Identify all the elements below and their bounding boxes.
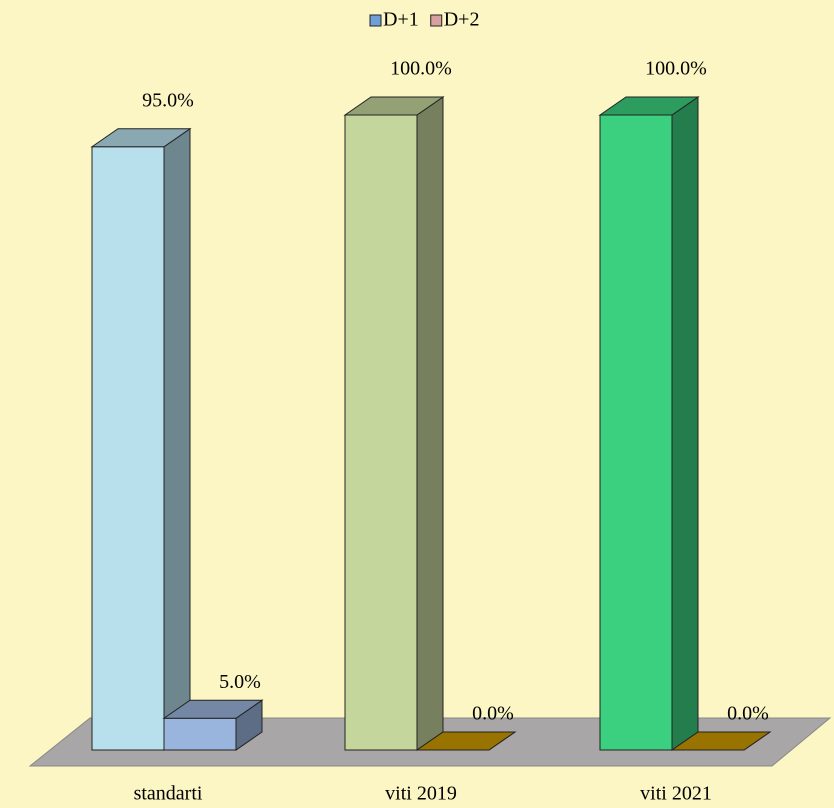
legend-label: D+2 [444, 9, 480, 31]
legend-label: D+1 [383, 9, 419, 31]
bar [344, 114, 418, 751]
value-label: 5.0% [219, 671, 261, 693]
value-label: 100.0% [390, 58, 452, 80]
bar [163, 717, 237, 751]
bar [91, 146, 165, 751]
value-label: 95.0% [142, 89, 194, 111]
bar-top [162, 699, 264, 719]
legend-swatch [369, 14, 382, 27]
bar [599, 114, 673, 751]
x-tick-label: viti 2019 [385, 783, 457, 805]
legend-swatch [430, 14, 443, 27]
value-label: 0.0% [472, 703, 514, 725]
bar-side [671, 96, 699, 751]
value-label: 0.0% [727, 703, 769, 725]
bar-side [416, 96, 444, 751]
x-tick-label: viti 2021 [640, 783, 712, 805]
x-tick-label: standarti [134, 783, 203, 805]
value-label: 100.0% [645, 58, 707, 80]
bar-top [415, 731, 517, 751]
bar-top [343, 96, 445, 116]
bar-side [163, 127, 191, 751]
bar-top [90, 128, 192, 148]
bar-top [598, 96, 700, 116]
bar-top [670, 731, 772, 751]
